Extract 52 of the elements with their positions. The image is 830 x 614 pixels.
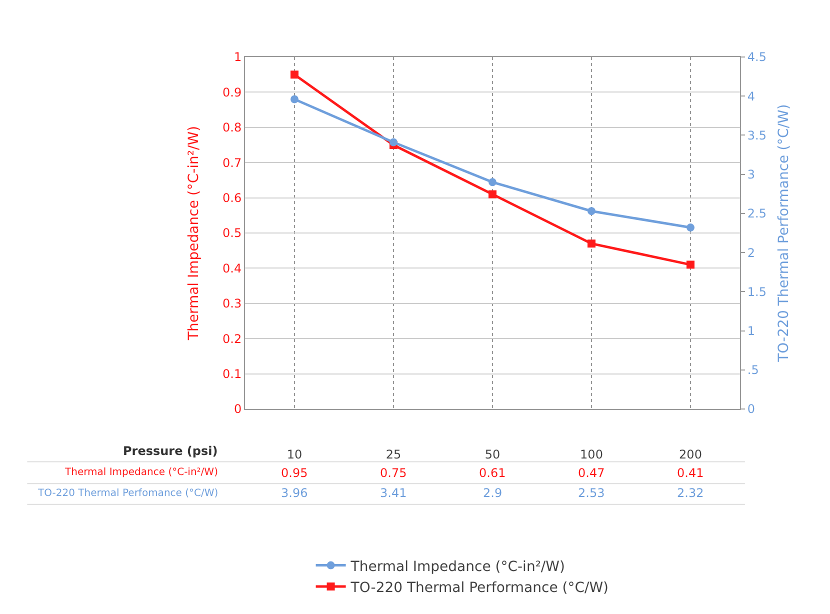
y-tick-label: 0.4	[222, 261, 242, 276]
text: TO-220 Thermal Perfomance (°C/W)	[37, 488, 218, 499]
y-tick-label: 1	[234, 50, 242, 64]
y2-tick-label: 1.5	[747, 284, 766, 299]
data-label: 2.53	[578, 486, 605, 500]
data-label: 0.61	[479, 466, 506, 480]
y-tick-label: 0.8	[222, 120, 242, 135]
data-label: 0.47	[578, 466, 605, 480]
point	[686, 260, 694, 269]
legend-label: TO-220 Thermal Performance (°C/W)	[350, 580, 609, 596]
y2-tick-label: 4.5	[747, 50, 766, 64]
point	[588, 240, 596, 248]
point	[290, 95, 298, 104]
y2-tick-label: 2	[747, 246, 756, 260]
y2-axis-title: TO-220 Thermal Performance (°C/W)	[776, 104, 792, 363]
x-tick-label: 100	[580, 447, 603, 462]
data-label: 0.75	[380, 466, 407, 480]
y-tick-label: 0.9	[222, 85, 242, 100]
legend-label: Thermal Impedance (°C-in²/W)	[350, 558, 565, 575]
y-tick-label: 0.3	[222, 296, 242, 311]
y2-tick-label: 3.5	[747, 128, 766, 142]
x-tick-label: 10	[286, 447, 302, 462]
point	[686, 224, 694, 232]
y-tick-label: 0.1	[222, 367, 242, 381]
text: Thermal Impedance (°C-in²/W)	[64, 467, 218, 478]
x-tick-label: 200	[679, 447, 702, 462]
y-tick-label: 0	[234, 402, 242, 416]
point	[588, 207, 596, 216]
point	[488, 190, 496, 198]
y2-tick-label: 0	[747, 402, 756, 416]
y2-tick-label: 4	[747, 89, 756, 104]
y2-tick-label: 1	[747, 324, 756, 338]
data-label: 0.41	[677, 466, 704, 480]
y2-tick-label: .5	[747, 363, 759, 378]
x-tick-label: 25	[386, 447, 402, 462]
x-tick-label: 50	[484, 447, 500, 462]
x-axis-title: Pressure (psi)	[123, 444, 218, 458]
data-label: 2.32	[677, 486, 704, 500]
point	[488, 178, 496, 186]
point	[390, 138, 398, 146]
data-label: 2.9	[483, 486, 502, 500]
y-axis-title: Thermal Impedance (°C-in²/W)	[186, 126, 202, 342]
point	[290, 70, 298, 79]
data-label: 3.96	[281, 486, 308, 500]
y-tick-label: 0.6	[222, 191, 242, 205]
data-label: 3.41	[380, 486, 407, 500]
y2-tick-label: 2.5	[747, 206, 766, 221]
y-tick-label: 0.7	[222, 156, 242, 170]
y2-tick-label: 3	[747, 168, 756, 182]
data-label: 0.95	[281, 466, 308, 480]
y-tick-label: 0.5	[222, 226, 242, 240]
y-tick-label: 0.2	[222, 332, 242, 346]
